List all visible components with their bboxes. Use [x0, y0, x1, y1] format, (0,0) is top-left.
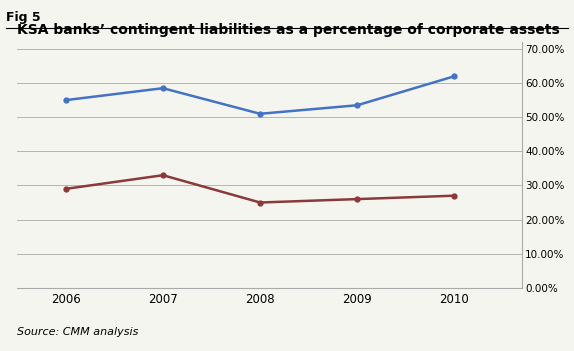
- Text: KSA banks’ contingent liabilities as a percentage of corporate assets: KSA banks’ contingent liabilities as a p…: [17, 23, 560, 37]
- Text: Fig 5: Fig 5: [6, 11, 40, 24]
- Text: Source: CMM analysis: Source: CMM analysis: [17, 327, 138, 337]
